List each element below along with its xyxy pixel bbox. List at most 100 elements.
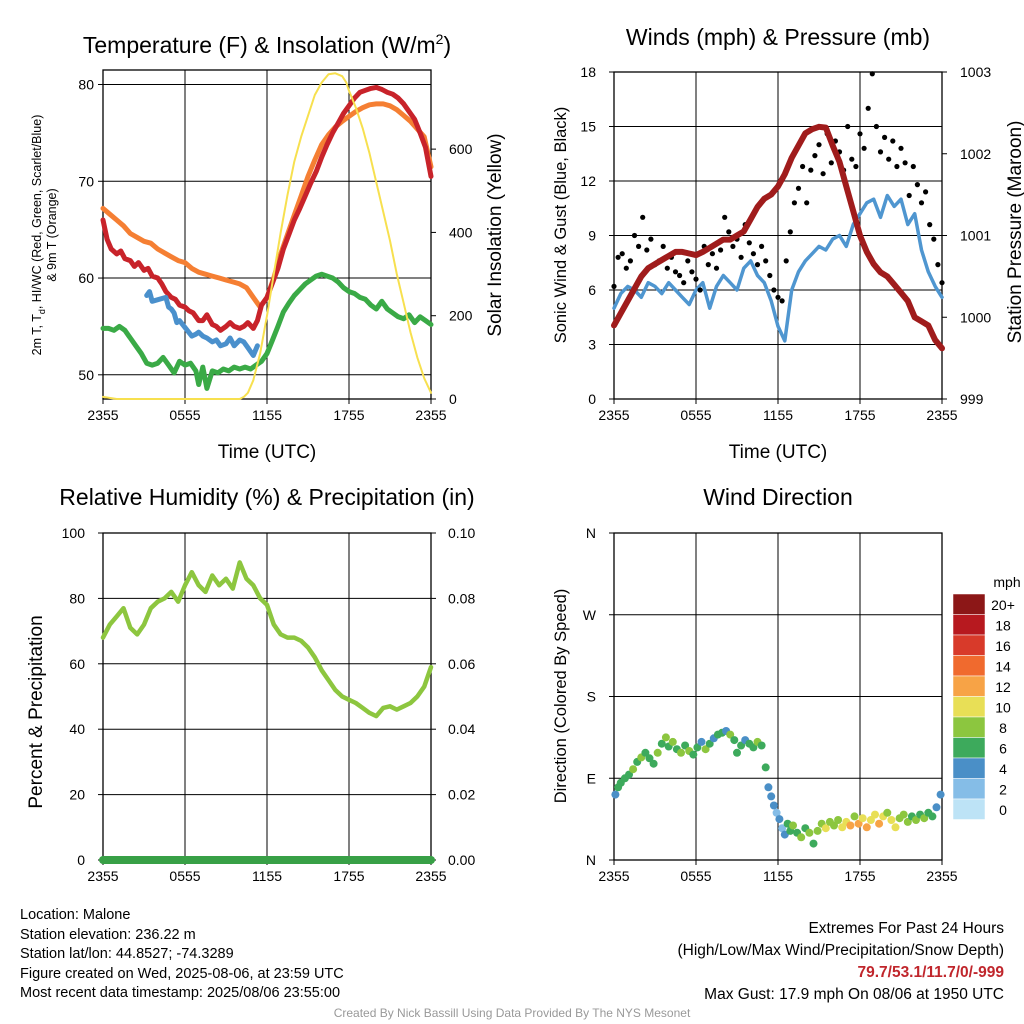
direction-point [854,819,863,828]
gust-point [869,71,875,77]
direction-point [661,733,670,742]
y-tick-label: 60 [69,656,85,672]
x-tick-label: 0555 [680,868,711,884]
direction-point [649,759,658,768]
x-tick-label: 2355 [926,407,957,423]
y-tick-label: 3 [588,337,596,353]
gust-point [902,160,908,166]
series-wind-speed [612,193,944,343]
series-dewpoint [100,271,434,391]
y-tick-label: 6 [588,282,596,298]
direction-point [677,748,685,757]
y-tick-label: 100 [62,525,86,541]
created-text: Figure created on Wed, 2025-08-06, at 23… [20,965,344,982]
gust-point [697,287,703,293]
gust-point [738,254,744,260]
x-tick-label: 2355 [926,868,957,884]
x-tick-label: 0555 [169,868,200,884]
gust-point [726,229,732,235]
gust-point [865,105,871,111]
direction-point [887,816,896,824]
extremes-title: Extremes For Past 24 Hours [808,920,1004,937]
gust-point [693,276,699,282]
direction-point [749,743,758,752]
x-tick-label: 1755 [333,407,364,423]
gust-point [849,156,855,162]
direction-point [693,743,702,752]
gust-point [812,153,818,159]
direction-point [813,826,822,835]
gust-point [800,163,806,170]
gust-point [754,262,761,268]
direction-point [805,828,814,837]
direction-point [862,823,871,832]
speed-legend: mph 20+ 18 16 14 12 10 8 6 4 2 0 [952,574,1021,820]
y-axis-label: Sonic Wind & Gust (Blue, Black) [552,107,570,344]
y-tick-label: S [587,689,596,705]
y2-tick-label: 0.06 [448,656,475,672]
legend-swatch [952,757,986,779]
y-axis-label: 2m T, Td, HI/WC (Red, Green, Scarlet/Blu… [30,115,47,356]
gust-point [713,265,720,271]
gust-point [640,214,646,220]
direction-point [775,815,784,824]
latlon-text: Station lat/lon: 44.8527; -74.3289 [20,946,234,962]
x-tick-label: 2355 [87,407,118,423]
y2-tick-label: 600 [449,141,473,157]
legend-label: 16 [995,638,1011,654]
y2-tick-label: 0.00 [448,852,475,868]
extremes-panel: Extremes For Past 24 Hours (High/Low/Max… [678,918,1005,1006]
legend-swatch [952,614,986,636]
direction-point [789,821,797,830]
direction-point [611,790,620,799]
y-tick-label: W [583,607,597,623]
panel-2: 0 3 6 9 12 15 18 999 1000 1001 1002 1003 2355 0555 115… [552,24,1024,463]
direction-point [761,763,770,772]
gust-point [779,298,785,304]
chart-title: Wind Direction [703,484,853,510]
y2-tick-label: 400 [449,224,473,240]
gust-point [619,251,625,257]
gust-point [939,280,945,286]
y-tick-label: 80 [69,590,85,606]
credit-text: Created By Nick Bassill Using Data Provi… [333,1006,691,1020]
legend-label: 12 [995,679,1011,695]
x-tick-label: 1755 [844,407,875,423]
station-info: Location: Malone Station elevation: 236.… [20,906,344,1004]
series-rh [100,560,434,719]
y2-axis-label: Solar Insolation (Yellow) [485,133,506,336]
gust-point [759,243,765,249]
gust-point [935,262,941,268]
y2-axis-label: Station Pressure (Maroon) [1005,121,1024,344]
direction-point [846,821,855,830]
gust-point [914,182,921,188]
direction-point [697,737,706,746]
direction-point [834,816,843,824]
gust-point [722,214,728,220]
gust-point [648,236,654,242]
gust-point [890,138,896,144]
gust-point [828,160,834,166]
legend-title: mph [993,574,1020,590]
y-tick-label: 20 [69,787,85,803]
chart-title: Winds (mph) & Pressure (mb) [626,24,930,50]
gust-point [709,251,716,257]
legend-swatch [952,798,986,820]
legend-swatch [952,655,986,677]
y2-tick-label: 0.04 [448,721,475,737]
gust-point [931,236,937,242]
legend-label: 2 [999,782,1007,798]
gust-point [689,269,695,275]
chart-title: Relative Humidity (%) & Precipitation (i… [59,484,474,510]
direction-point [769,801,778,810]
gust-point [882,134,888,140]
direction-point [858,814,867,823]
legend-label: 8 [999,720,1007,736]
direction-point [778,824,787,833]
y-axis-label: Percent & Precipitation [26,615,47,808]
gust-point [804,200,810,206]
chart-title: Temperature (F) & Insolation (W/m2) [83,31,451,58]
direction-point [767,792,776,801]
y2-tick-label: 0.10 [448,525,475,541]
